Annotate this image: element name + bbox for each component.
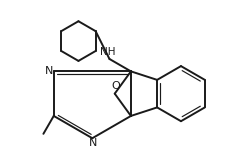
Text: NH: NH: [100, 47, 116, 57]
Text: N: N: [45, 66, 53, 76]
Text: N: N: [89, 138, 97, 148]
Text: O: O: [111, 81, 120, 91]
